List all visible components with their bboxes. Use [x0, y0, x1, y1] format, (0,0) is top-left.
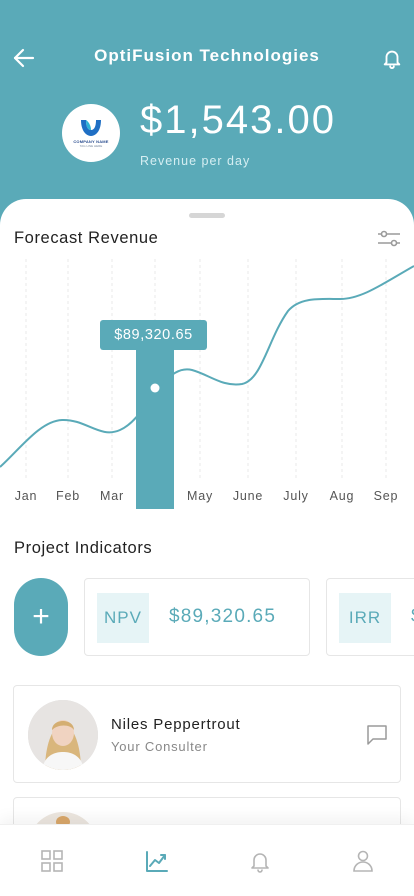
series-line: [0, 265, 414, 468]
value-tooltip: $89,320.65: [100, 320, 207, 350]
tab-analytics[interactable]: [143, 847, 171, 875]
filter-button[interactable]: [376, 229, 402, 249]
selected-month-bar[interactable]: [136, 349, 174, 509]
message-button[interactable]: [366, 724, 388, 746]
logo-tagline: TAG LINE HERE: [79, 144, 103, 148]
indicator-value: $89,320.65: [169, 606, 277, 627]
indicators-title: Project Indicators: [14, 539, 153, 557]
x-tick-label: Aug: [330, 489, 355, 503]
drag-handle[interactable]: [189, 213, 225, 218]
avatar: [28, 700, 98, 770]
indicator-value: $: [411, 606, 414, 628]
revenue-label: Revenue per day: [140, 154, 251, 168]
logo-mark-icon: [81, 120, 101, 136]
x-tick-label: July: [283, 489, 308, 503]
x-tick-label: Sep: [374, 489, 399, 503]
bell-icon: [383, 50, 401, 69]
consultant-name: Niles Peppertrout: [111, 716, 241, 733]
grid-icon: [41, 850, 63, 872]
tab-profile[interactable]: [349, 847, 377, 875]
x-tick-label: June: [233, 489, 263, 503]
content-sheet: Forecast Revenue Jan Feb Mar May June July Aug…: [0, 199, 414, 896]
indicator-tag: IRR: [339, 593, 391, 643]
chart-icon: [146, 851, 168, 872]
page-title: OptiFusion Technologies: [94, 46, 320, 65]
add-indicator-button[interactable]: +: [14, 578, 68, 656]
forecast-chart-svg: Jan Feb Mar May June July Aug Sep: [0, 259, 414, 509]
tab-notifications[interactable]: [246, 847, 274, 875]
selected-point: [150, 383, 160, 393]
tab-dashboard[interactable]: [38, 847, 66, 875]
indicator-card-npv[interactable]: NPV $89,320.65: [84, 578, 310, 656]
back-button[interactable]: [10, 44, 38, 72]
arrow-left-icon: [13, 48, 35, 68]
revenue-value: $1,543.00: [140, 98, 336, 142]
consultant-role: Your Consulter: [111, 739, 208, 754]
forecast-title: Forecast Revenue: [14, 229, 159, 247]
chat-bubble-icon: [367, 725, 387, 745]
bell-icon: [251, 853, 269, 873]
consultant-card[interactable]: Niles Peppertrout Your Consulter: [13, 685, 401, 783]
x-tick-label: May: [187, 489, 213, 503]
logo-company-name: COMPANY NAME: [73, 139, 109, 144]
indicator-card-irr[interactable]: IRR $: [326, 578, 414, 656]
x-tick-label: Jan: [15, 489, 38, 503]
company-logo: COMPANY NAME TAG LINE HERE: [62, 104, 120, 162]
header: OptiFusion Technologies COMPANY NAME TAG…: [0, 0, 414, 230]
notifications-button[interactable]: [378, 44, 406, 72]
sliders-icon: [378, 230, 400, 247]
bottom-tab-bar: [0, 824, 414, 896]
forecast-chart[interactable]: Jan Feb Mar May June July Aug Sep $89,320.65: [0, 249, 414, 519]
indicator-tag: NPV: [97, 593, 149, 643]
user-icon: [353, 850, 373, 872]
x-tick-label: Feb: [56, 489, 80, 503]
x-tick-label: Mar: [100, 489, 124, 503]
